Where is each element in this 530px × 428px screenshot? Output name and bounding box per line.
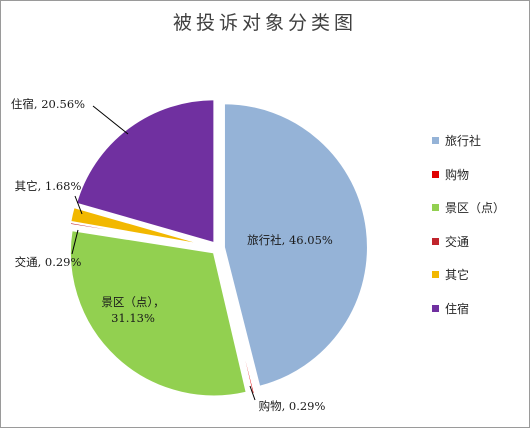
data-label-accommodation: 住宿, 20.56% <box>11 97 85 111</box>
legend-label: 购物 <box>445 167 470 182</box>
legend-item-travel-agency: 旅行社 <box>430 132 525 166</box>
pie-slice-accommodation <box>74 98 216 245</box>
legend-label: 旅行社 <box>445 134 482 148</box>
pie-slice-other <box>69 205 213 248</box>
legend-label: 交通 <box>445 234 470 249</box>
leader-line-shopping <box>249 385 256 401</box>
legend-swatch <box>432 237 439 245</box>
data-label-transport: 交通, 0.29% <box>15 255 82 269</box>
legend-item-shopping: 购物 <box>430 166 525 200</box>
legend-swatch <box>432 170 439 178</box>
data-label-other: 其它, 1.68% <box>15 179 82 193</box>
legend-swatch <box>432 271 439 278</box>
legend-swatch <box>432 137 439 144</box>
chart-title: 被投诉对象分类图 <box>172 12 357 34</box>
legend-item-other: 其它 <box>430 266 525 300</box>
legend-item-scenic-spot: 景区（点） <box>430 199 525 233</box>
leader-line-transport <box>71 229 79 255</box>
legend-label: 景区（点） <box>445 201 506 215</box>
legend-label: 住宿 <box>445 301 470 316</box>
data-label-scenic-spot: 景区（点）， 31.13% <box>101 295 164 325</box>
leader-line-other <box>74 195 83 215</box>
legend-swatch <box>432 304 439 312</box>
data-label-shopping: 购物, 0.29% <box>259 399 326 413</box>
legend-label: 其它 <box>445 268 470 282</box>
legend: 旅行社 购物 景区（点） 交通 其它 住宿 <box>430 132 525 333</box>
pie-slice-scenic-spot <box>68 228 248 398</box>
pie-slice-travel-agency <box>222 102 369 389</box>
pie-slice-shopping <box>218 253 257 396</box>
legend-item-transport: 交通 <box>430 233 525 267</box>
leader-line-accommodation <box>92 105 129 135</box>
legend-swatch <box>432 204 439 211</box>
legend-item-accommodation: 住宿 <box>430 300 525 334</box>
data-label-travel-agency: 旅行社, 46.05% <box>247 233 333 247</box>
